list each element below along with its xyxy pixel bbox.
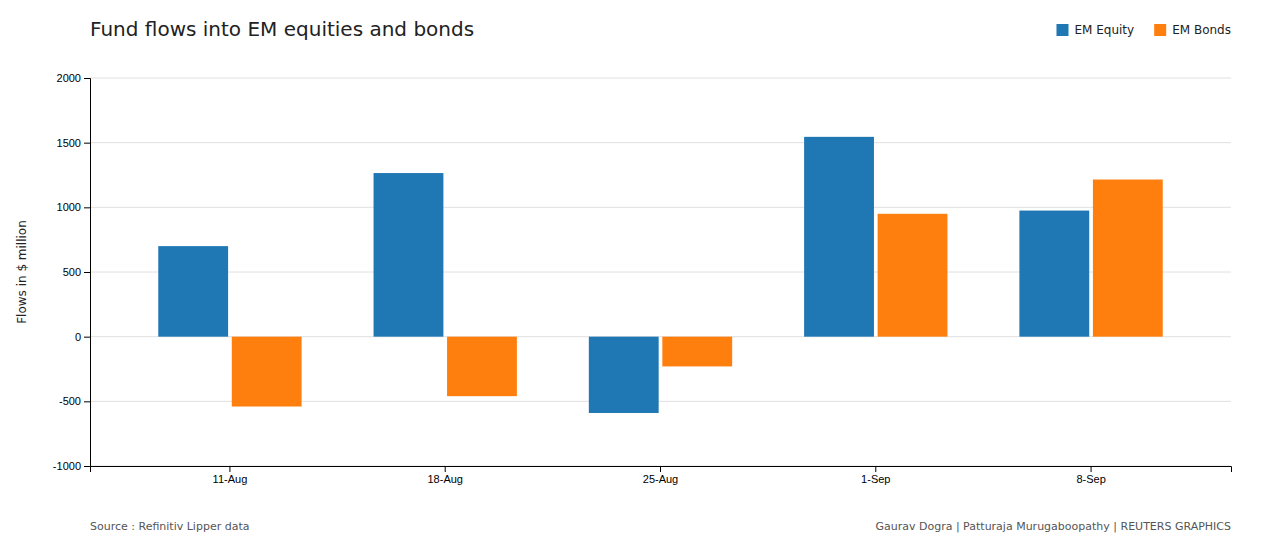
bars xyxy=(158,137,1162,413)
y-tick-label: 1500 xyxy=(57,137,81,149)
y-tick-label: 0 xyxy=(75,331,81,343)
bar xyxy=(447,337,517,396)
y-tick-mark xyxy=(84,78,90,79)
y-tick: -1000 xyxy=(53,460,90,472)
grid xyxy=(90,78,1231,466)
legend-label: EM Bonds xyxy=(1172,23,1231,37)
bar-series xyxy=(158,137,1089,413)
x-tick-mark xyxy=(229,466,230,472)
y-axis-line xyxy=(84,79,91,467)
bar xyxy=(374,173,444,337)
y-tick-label: 1000 xyxy=(57,201,81,213)
y-tick: 1000 xyxy=(57,201,90,213)
y-tick-label: -1000 xyxy=(53,460,81,472)
grid-line xyxy=(90,78,1231,79)
y-tick: 1500 xyxy=(57,137,90,149)
grid-line xyxy=(90,142,1231,143)
y-tick-mark xyxy=(84,143,90,144)
legend-swatch xyxy=(1154,24,1166,36)
legend-swatch xyxy=(1056,24,1068,36)
bar xyxy=(662,337,732,367)
annotation: Gaurav Dogra | Patturaja Murugaboopathy … xyxy=(875,520,1231,533)
y-tick-mark xyxy=(84,207,90,208)
y-tick-mark xyxy=(84,466,90,467)
x-tick: 1-Sep xyxy=(861,466,890,485)
chart-container: Fund flows into EM equities and bonds -10… xyxy=(0,0,1271,544)
x-tick: 8-Sep xyxy=(1076,466,1105,485)
bar xyxy=(878,214,948,337)
y-tick-mark xyxy=(84,272,90,273)
y-tick-label: 500 xyxy=(63,266,81,278)
x-tick-label: 8-Sep xyxy=(1076,473,1105,485)
x-tick-mark xyxy=(660,466,661,472)
y-tick-label: -500 xyxy=(59,395,81,407)
x-tick-mark xyxy=(445,466,446,472)
chart-svg: Fund flows into EM equities and bonds -10… xyxy=(0,0,1271,544)
x-tick: 25-Aug xyxy=(643,466,678,485)
title: Fund flows into EM equities and bonds xyxy=(90,17,474,41)
annotation: Source : Refinitiv Lipper data xyxy=(90,520,249,533)
x-tick-mark xyxy=(875,466,876,472)
x-tick-mark xyxy=(1091,466,1092,472)
legend-item: EM Bonds xyxy=(1154,23,1231,37)
x-tick-label: 11-Aug xyxy=(213,473,248,485)
x-tick-label: 25-Aug xyxy=(643,473,678,485)
legend: EM Equity EM Bonds xyxy=(1056,23,1231,37)
y-tick-mark xyxy=(84,337,90,338)
bar xyxy=(589,337,659,413)
x-tick-label: 1-Sep xyxy=(861,473,890,485)
y-tick: 500 xyxy=(63,266,90,278)
bar xyxy=(158,246,228,337)
y-tick-mark xyxy=(84,401,90,402)
bar xyxy=(1093,180,1163,337)
bar xyxy=(804,137,874,337)
x-axis: 11-Aug 18-Aug 25-Aug 1-Sep 8-Sep xyxy=(91,466,1232,485)
x-axis-line xyxy=(91,467,1232,473)
y-tick-label: 2000 xyxy=(57,72,81,84)
x-tick-label: 18-Aug xyxy=(427,473,462,485)
grid-line xyxy=(90,207,1231,208)
legend-label: EM Equity xyxy=(1074,23,1134,37)
bar-series xyxy=(232,180,1163,407)
plot-area: -1000 -500 0 500 1000 1500 2000 11-Aug 18-Aug 25-… xyxy=(53,72,1232,485)
x-tick: 11-Aug xyxy=(213,466,248,485)
y-tick: -500 xyxy=(59,395,90,407)
y-axis-label: Flows in $ million xyxy=(15,220,29,324)
y-tick: 0 xyxy=(75,331,90,343)
y-tick: 2000 xyxy=(57,72,90,84)
x-tick: 18-Aug xyxy=(427,466,462,485)
y-axis: -1000 -500 0 500 1000 1500 2000 xyxy=(53,72,91,472)
legend-item: EM Equity xyxy=(1056,23,1134,37)
bar xyxy=(232,337,302,407)
bar xyxy=(1019,211,1089,337)
